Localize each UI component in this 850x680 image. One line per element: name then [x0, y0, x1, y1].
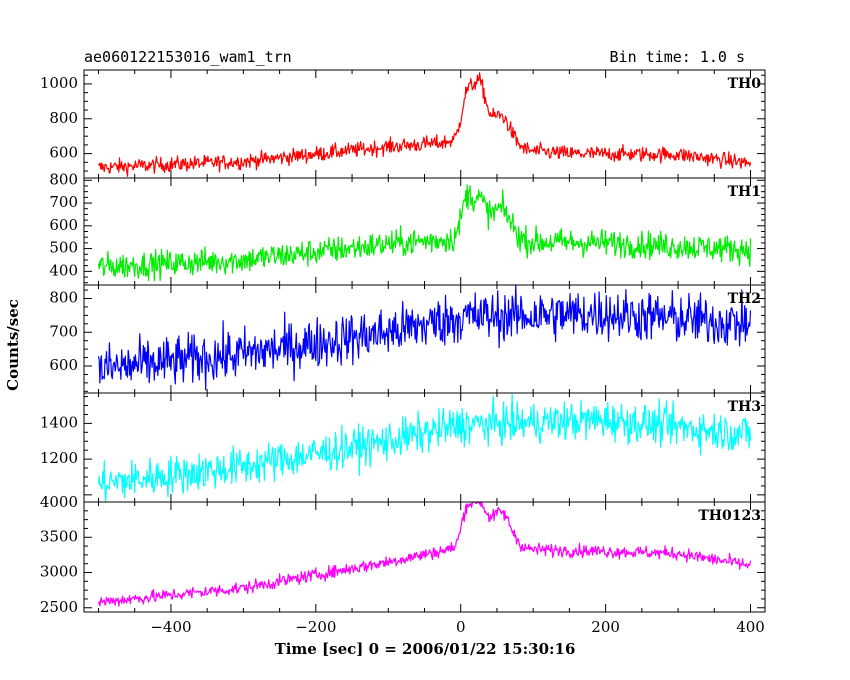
y-tick-label-th0: 600	[49, 144, 78, 162]
panel-label-th0: TH0	[728, 76, 762, 92]
panel-label-th2: TH2	[728, 291, 761, 307]
panels-group: 600 800 1000 TH0 400 500 600 700 800 TH1 600 700 800…	[40, 69, 766, 636]
y-tick-label-th1: 400	[49, 261, 78, 279]
x-tick-label: −200	[295, 618, 336, 636]
panel-frame-th0123	[83, 501, 766, 613]
x-tick-label: 0	[456, 618, 466, 636]
y-tick-label-th0: 1000	[40, 74, 78, 92]
y-tick-label-th3: 1400	[40, 413, 78, 431]
panel-label-th3: TH3	[728, 399, 761, 415]
panel-frame-th3	[83, 392, 766, 503]
y-tick-label-th1: 500	[49, 239, 78, 257]
series-line-th3	[97, 393, 752, 503]
bin-time-label: Bin time: 1.0 s	[610, 48, 745, 66]
y-axis-title: Counts/sec	[4, 299, 22, 391]
panel-label-th1: TH1	[728, 184, 761, 200]
y-tick-label-th2: 700	[49, 322, 78, 340]
y-tick-label-th1: 700	[49, 193, 78, 211]
y-tick-label-th1: 800	[49, 170, 78, 188]
chart-title: ae060122153016_wam1_trn	[84, 48, 292, 66]
panel-label-th0123: TH0123	[698, 508, 761, 524]
y-tick-label-th2: 800	[49, 289, 78, 307]
series-line-th0	[97, 72, 752, 177]
y-tick-label-th0: 800	[49, 109, 78, 127]
y-tick-label-th3: 1200	[40, 449, 78, 467]
x-tick-label: 200	[591, 618, 620, 636]
y-tick-label-th0123: 2500	[40, 598, 78, 616]
x-axis-title: Time [sec] 0 = 2006/01/22 15:30:16	[275, 640, 576, 658]
x-tick-label: 400	[736, 618, 765, 636]
panel-frame-th2	[83, 284, 766, 394]
y-tick-label-th0123: 3500	[40, 527, 78, 545]
y-tick-label-th2: 600	[49, 356, 78, 374]
x-tick-label: −400	[150, 618, 191, 636]
y-tick-label-th0123: 4000	[40, 493, 78, 511]
series-line-th1	[97, 184, 752, 282]
series-line-th0123	[97, 501, 752, 607]
y-tick-label-th1: 600	[49, 216, 78, 234]
series-line-th2	[97, 284, 752, 391]
y-tick-label-th0123: 3000	[40, 563, 78, 581]
